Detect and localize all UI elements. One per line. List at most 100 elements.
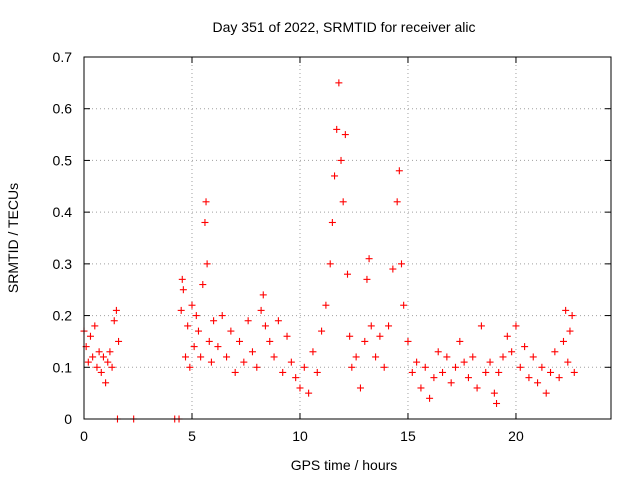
- data-point: [223, 353, 231, 361]
- data-point: [426, 394, 434, 402]
- data-point: [287, 358, 295, 366]
- data-point: [473, 384, 481, 392]
- grid-lines: [84, 57, 611, 419]
- data-point: [434, 348, 442, 356]
- data-point: [89, 353, 97, 361]
- data-point: [91, 322, 99, 330]
- data-point: [361, 337, 369, 345]
- data-point: [218, 312, 226, 320]
- data-point: [516, 363, 524, 371]
- data-point: [555, 374, 563, 382]
- data-point: [274, 317, 282, 325]
- data-point: [562, 306, 570, 314]
- y-axis-ticks: 0 0.1 0.2 0.3 0.4 0.5 0.6 0.7: [53, 49, 611, 427]
- data-point: [380, 363, 388, 371]
- data-point: [244, 317, 252, 325]
- data-point: [300, 363, 308, 371]
- data-point: [460, 358, 468, 366]
- data-point: [95, 348, 103, 356]
- data-point: [214, 343, 222, 351]
- data-point: [356, 384, 364, 392]
- x-axis-label: GPS time / hours: [291, 457, 398, 473]
- data-point: [389, 265, 397, 273]
- data-point: [331, 172, 339, 180]
- x-tick-label: 15: [400, 428, 416, 444]
- data-point: [102, 379, 110, 387]
- data-point: [344, 270, 351, 278]
- data-point: [108, 363, 116, 371]
- data-point: [385, 322, 393, 330]
- data-point: [447, 379, 455, 387]
- data-point: [115, 337, 123, 345]
- y-tick-label: 0.5: [53, 152, 73, 168]
- data-point: [202, 198, 210, 206]
- data-point: [503, 332, 511, 340]
- data-point: [477, 322, 485, 330]
- data-point: [393, 198, 401, 206]
- data-point: [97, 368, 105, 376]
- data-point: [266, 337, 274, 345]
- data-point: [207, 358, 215, 366]
- data-point: [231, 368, 239, 376]
- data-point: [240, 358, 248, 366]
- data-point: [270, 353, 278, 361]
- data-point: [259, 291, 267, 299]
- data-point: [326, 260, 334, 268]
- chart-title: Day 351 of 2022, SRMTID for receiver ali…: [213, 19, 476, 35]
- data-point: [248, 348, 256, 356]
- x-tick-label: 0: [80, 428, 88, 444]
- data-point: [547, 368, 555, 376]
- data-point: [190, 343, 198, 351]
- data-point: [257, 306, 265, 314]
- y-tick-label: 0.7: [53, 49, 73, 65]
- data-point: [417, 384, 425, 392]
- data-point: [376, 332, 384, 340]
- data-point: [508, 348, 516, 356]
- data-point: [178, 275, 186, 283]
- data-point: [339, 198, 347, 206]
- data-point: [292, 374, 300, 382]
- x-tick-label: 10: [292, 428, 308, 444]
- data-point: [443, 353, 451, 361]
- data-point: [188, 301, 196, 309]
- data-point: [227, 327, 235, 335]
- data-point: [464, 374, 472, 382]
- data-point: [93, 363, 101, 371]
- y-tick-label: 0: [64, 411, 72, 427]
- data-point: [559, 337, 567, 345]
- data-point: [333, 125, 341, 133]
- x-tick-label: 5: [188, 428, 196, 444]
- data-point: [451, 363, 459, 371]
- y-tick-label: 0.3: [53, 256, 73, 272]
- data-point: [194, 327, 202, 335]
- data-point: [210, 317, 218, 325]
- data-point: [346, 332, 354, 340]
- data-point: [404, 337, 412, 345]
- y-tick-label: 0.1: [53, 359, 73, 375]
- data-points: [80, 79, 578, 423]
- data-point: [469, 353, 477, 361]
- data-point: [400, 301, 408, 309]
- data-point: [309, 348, 317, 356]
- data-point: [564, 358, 572, 366]
- data-point: [197, 353, 205, 361]
- y-axis-label: SRMTID / TECUs: [5, 183, 21, 293]
- data-point: [184, 322, 192, 330]
- data-point: [486, 358, 494, 366]
- data-point: [182, 353, 190, 361]
- data-point: [84, 358, 92, 366]
- data-point: [318, 327, 326, 335]
- data-point: [482, 368, 490, 376]
- data-point: [296, 384, 304, 392]
- data-point: [192, 312, 200, 320]
- x-axis-ticks: 0 5 10 15 20: [80, 57, 524, 444]
- data-point: [236, 337, 244, 345]
- data-point: [430, 374, 438, 382]
- data-point: [335, 79, 343, 87]
- data-point: [112, 306, 120, 314]
- data-point: [328, 218, 336, 226]
- data-point: [186, 363, 194, 371]
- data-point: [203, 260, 211, 268]
- data-point: [570, 368, 578, 376]
